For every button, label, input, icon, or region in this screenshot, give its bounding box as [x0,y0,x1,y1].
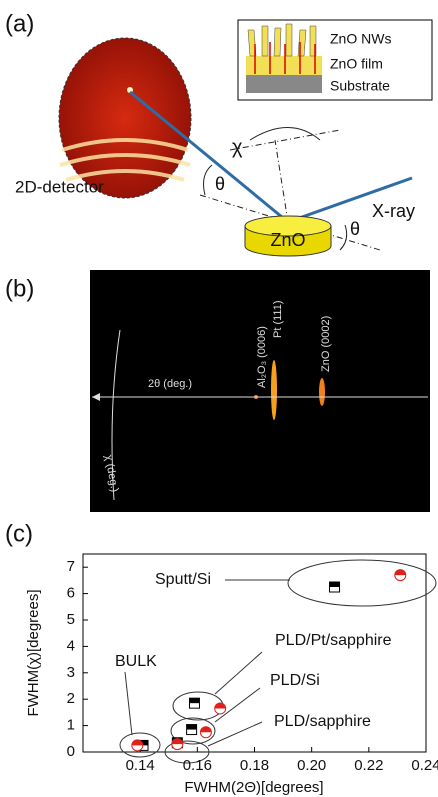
nanowires [247,23,317,57]
y-tick-label: 3 [67,664,75,681]
peak [319,378,325,406]
x-tick-label: 0.16 [183,757,212,774]
y-tick-label: 1 [67,717,75,734]
y-tick-label: 6 [67,585,75,602]
diffraction-ring [59,138,191,182]
y-tick-label: 2 [67,690,75,707]
x-tick-label: 0.20 [297,757,326,774]
panel-label: (b) [5,275,34,302]
x-tick-label: 0.22 [354,757,383,774]
detector-frame [90,270,430,512]
y-tick-label: 7 [67,558,75,575]
point [214,702,227,715]
y-tick-label: 5 [67,611,75,628]
point [199,726,212,739]
point [188,697,200,709]
inset-label: ZnO NWs [330,31,391,47]
detector-image [58,37,192,199]
peak-label: Al₂O₃ (0006) [256,326,268,388]
marker-fill [394,569,406,576]
theta-label: θ [350,219,360,239]
beam [287,176,413,224]
chi-label: χ [232,136,243,158]
peak-label: Pt (111) [272,301,284,339]
point [186,724,198,736]
xray-label: X-ray [372,201,415,221]
annotation: PLD/Pt/sapphire [275,632,392,649]
x-tick-label: 0.18 [240,757,269,774]
sample-top [244,215,332,237]
group-ellipse [170,717,216,745]
x-tick-label: 0.14 [126,757,155,774]
arrows [254,42,316,74]
marker-fill [186,724,197,730]
axis-label: 2θ (deg.) [148,378,192,390]
inset-label: ZnO film [330,56,383,72]
x-tick-label: 0.24 [411,757,438,774]
marker-fill [131,739,143,746]
beam [129,90,289,224]
annotation: PLD/Si [270,672,320,689]
film [246,56,322,75]
point [131,739,144,752]
panel-label: (a) [5,10,34,37]
detector-label: 2D-detector [15,177,104,196]
marker-fill [189,698,200,704]
y-tick-label: 4 [67,637,75,654]
annotation: BULK [115,653,157,670]
point [394,569,407,582]
group-ellipse [287,559,437,607]
group-ellipse [164,740,210,764]
marker-fill [329,582,340,587]
inset-label: Substrate [330,78,390,94]
marker-fill [138,740,149,746]
angle-arcs [203,127,348,251]
sample-label: ZnO [270,230,305,250]
leader-line [124,579,290,747]
marker-fill [171,738,183,745]
point [329,581,341,593]
annotation: PLD/sapphire [274,713,371,730]
marker-fill [214,702,226,709]
y-axis-label: FWHM(χ)[degrees] [25,589,42,716]
peak [271,360,277,420]
panel-label: (c) [5,520,33,547]
point [171,738,184,751]
annotation: Sputt/Si [155,571,211,588]
x-axis-label: FWHM(2Θ)[degrees] [184,779,323,796]
marker-fill [200,726,212,733]
substrate [246,75,322,93]
group-ellipse [119,732,161,758]
axis-line [111,329,121,501]
theta-label: θ [215,174,225,194]
arrowhead [92,393,100,401]
y-tick-label: 0 [67,743,75,760]
peak-label: ZnO (0002) [320,316,332,372]
